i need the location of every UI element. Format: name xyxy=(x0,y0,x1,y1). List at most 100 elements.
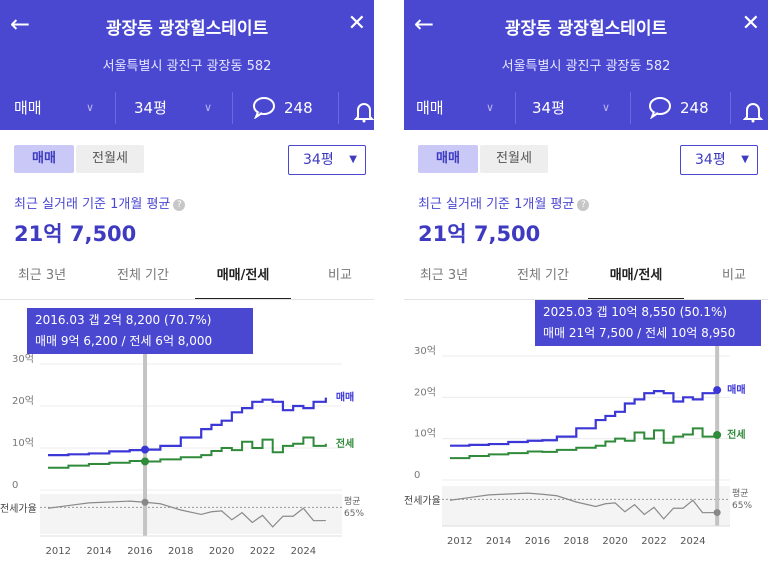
segment-sale[interactable]: 매매 xyxy=(14,145,74,173)
tab-all-period[interactable]: 전체 기간 xyxy=(517,268,569,283)
x-tick-label: 2014 xyxy=(86,546,111,557)
back-arrow-icon[interactable]: ← xyxy=(414,10,435,38)
x-tick-label: 2012 xyxy=(447,536,472,547)
tab-compare[interactable]: 비교 xyxy=(328,268,352,283)
bell-icon[interactable] xyxy=(742,86,764,130)
x-tick-label: 2020 xyxy=(209,546,234,557)
header-filter-bar: 매매 ∨ 34평 ∨ 248 xyxy=(404,86,768,130)
segment-rent[interactable]: 전월세 xyxy=(480,145,548,173)
ratio-average-value: 65% xyxy=(344,509,364,519)
segment-rent[interactable]: 전월세 xyxy=(76,145,144,173)
average-label: 최근 실거래 기준 1개월 평균? xyxy=(418,193,590,212)
caret-down-icon: ▼ xyxy=(741,154,749,165)
size-select[interactable]: 34평 xyxy=(134,99,167,117)
marker-point xyxy=(141,445,150,454)
address-text: 서울특별시 광진구 광장동 582 xyxy=(501,59,671,74)
page-title: 광장동 광장힐스테이트 xyxy=(105,19,269,39)
x-tick-label: 2018 xyxy=(564,536,589,547)
size-dropdown-label: 34평 xyxy=(695,152,726,168)
marker-point xyxy=(713,386,722,395)
tab-divider xyxy=(0,299,374,300)
size-dropdown-label: 34평 xyxy=(303,152,334,168)
marker-line xyxy=(143,352,148,536)
series-line-jeonse xyxy=(48,436,327,469)
y-tick-label: 10억 xyxy=(12,437,34,449)
average-value: 21억 7,500 xyxy=(14,222,137,246)
ratio-label: 전세가율 xyxy=(404,495,441,507)
x-tick-label: 2024 xyxy=(680,536,705,547)
close-icon[interactable]: ✕ xyxy=(347,11,366,36)
size-dropdown[interactable]: 34평 ▼ xyxy=(288,145,366,175)
header-filter-bar: 매매 ∨ 34평 ∨ 248 xyxy=(0,86,374,130)
caret-down-icon: ▼ xyxy=(349,154,357,165)
trade-type-select[interactable]: 매매 xyxy=(416,99,444,117)
divider xyxy=(338,92,339,124)
info-icon[interactable]: ? xyxy=(173,198,186,211)
divider xyxy=(630,92,631,124)
tab-all-period[interactable]: 전체 기간 xyxy=(117,268,169,283)
comment-bubble-icon[interactable] xyxy=(648,86,672,130)
x-tick-label: 2012 xyxy=(45,546,70,557)
series-label: 매매 xyxy=(727,383,745,396)
chevron-down-icon: ∨ xyxy=(204,101,213,114)
tooltip-line-1: 2016.03 갭 2억 8,200 (70.7%) xyxy=(35,313,212,327)
chart-tooltip: 2016.03 갭 2억 8,200 (70.7%) 매매 9억 6,200 /… xyxy=(27,308,253,354)
comment-count[interactable]: 248 xyxy=(284,99,313,117)
app-header: ← 광장동 광장힐스테이트 ✕ 서울특별시 광진구 광장동 582 매매 ∨ 3… xyxy=(0,0,374,130)
average-label-text: 최근 실거래 기준 1개월 평균 xyxy=(418,197,575,212)
address-text: 서울특별시 광진구 광장동 582 xyxy=(102,59,272,74)
y-tick-label: 0 xyxy=(12,480,18,491)
page-title: 광장동 광장힐스테이트 xyxy=(504,19,668,39)
chevron-down-icon: ∨ xyxy=(602,101,611,114)
tab-divider xyxy=(404,299,768,300)
ratio-line xyxy=(47,500,326,528)
tab-compare[interactable]: 비교 xyxy=(722,268,746,283)
series-label: 전세 xyxy=(336,437,354,450)
marker-point xyxy=(141,498,149,506)
comment-count[interactable]: 248 xyxy=(680,99,709,117)
comment-bubble-icon[interactable] xyxy=(252,86,276,130)
average-value: 21억 7,500 xyxy=(418,222,541,246)
size-dropdown[interactable]: 34평 ▼ xyxy=(680,145,758,175)
y-tick-label: 30억 xyxy=(12,353,34,365)
y-tick-label: 20억 xyxy=(414,386,436,398)
series-label: 전세 xyxy=(727,428,745,441)
ratio-average-value: 65% xyxy=(732,501,752,511)
ratio-average-label: 평균 xyxy=(344,496,361,507)
chart-tooltip: 2025.03 갭 10억 8,550 (50.1%) 매매 21억 7,500… xyxy=(535,300,761,346)
average-label: 최근 실거래 기준 1개월 평균? xyxy=(14,193,186,212)
chevron-down-icon: ∨ xyxy=(86,101,95,114)
close-icon[interactable]: ✕ xyxy=(741,11,760,36)
y-tick-label: 10억 xyxy=(414,428,436,440)
y-tick-label: 0 xyxy=(414,470,420,481)
tooltip-line-2: 매매 21억 7,500 / 전세 10억 8,950 xyxy=(543,326,736,340)
ratio-band xyxy=(40,494,342,534)
tab-recent-3y[interactable]: 최근 3년 xyxy=(419,268,469,283)
divider xyxy=(730,92,731,124)
tooltip-line-1: 2025.03 갭 10억 8,550 (50.1%) xyxy=(543,305,728,319)
app-header: ← 광장동 광장힐스테이트 ✕ 서울특별시 광진구 광장동 582 매매 ∨ 3… xyxy=(404,0,768,130)
size-select[interactable]: 34평 xyxy=(532,99,565,117)
divider xyxy=(515,92,516,124)
segment-sale[interactable]: 매매 xyxy=(418,145,478,173)
ratio-band xyxy=(442,486,730,526)
series-line-sale xyxy=(450,390,719,447)
trade-type-select[interactable]: 매매 xyxy=(14,99,42,117)
ratio-label: 전세가율 xyxy=(0,503,37,515)
x-tick-label: 2024 xyxy=(291,546,316,557)
series-line-sale xyxy=(48,397,327,457)
back-arrow-icon[interactable]: ← xyxy=(10,10,31,38)
y-tick-label: 20억 xyxy=(12,395,34,407)
bell-icon[interactable] xyxy=(353,86,374,130)
info-icon[interactable]: ? xyxy=(577,198,590,211)
x-tick-label: 2016 xyxy=(127,546,152,557)
series-label: 매매 xyxy=(336,391,354,404)
average-label-text: 최근 실거래 기준 1개월 평균 xyxy=(14,197,171,212)
marker-point xyxy=(713,430,722,439)
divider xyxy=(115,92,116,124)
tab-recent-3y[interactable]: 최근 3년 xyxy=(17,268,67,283)
ratio-line xyxy=(449,492,718,520)
x-tick-label: 2020 xyxy=(602,536,627,547)
